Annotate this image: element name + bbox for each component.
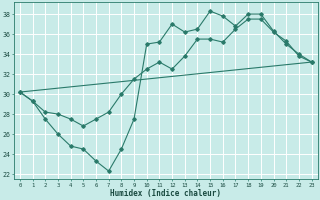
X-axis label: Humidex (Indice chaleur): Humidex (Indice chaleur) [110,189,221,198]
